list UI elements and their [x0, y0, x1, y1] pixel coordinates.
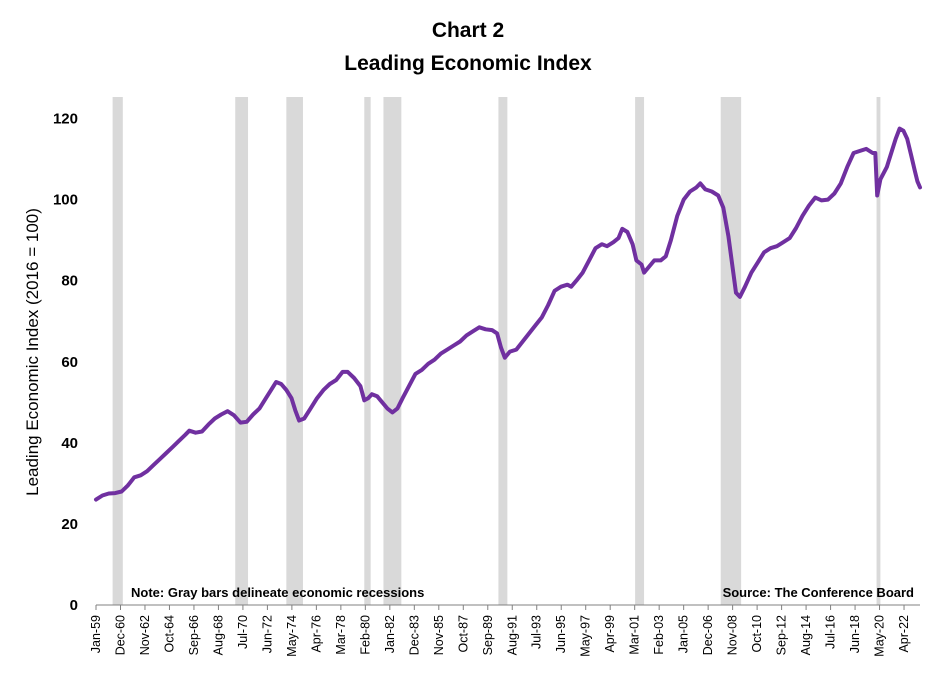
x-tick-label: Nov-85 — [432, 615, 446, 655]
x-tick-label: Oct-10 — [750, 615, 764, 653]
x-tick-label: Dec-60 — [113, 615, 127, 655]
y-tick-label: 20 — [61, 516, 78, 533]
recession-bar-3 — [286, 97, 303, 605]
recession-bar-8 — [720, 97, 742, 605]
x-tick-label: Jul-93 — [530, 615, 544, 649]
recession-bar-1 — [112, 97, 123, 605]
x-tick-label: Apr-22 — [897, 615, 911, 653]
recession-note: Note: Gray bars delineate economic reces… — [131, 585, 424, 600]
x-tick-label: Jun-95 — [554, 615, 568, 653]
x-tick-label: Mar-78 — [334, 615, 348, 655]
recession-bars — [112, 97, 881, 605]
x-tick-label: Jul-16 — [824, 615, 838, 649]
x-tick-label: Mar-01 — [628, 615, 642, 655]
chart-title: Chart 2 — [432, 19, 504, 42]
y-tick-label: 120 — [53, 111, 78, 128]
x-tick-label: Dec-83 — [407, 615, 421, 655]
x-tick-label: Sep-89 — [481, 615, 495, 655]
y-axis-label: Leading Economic Index (2016 = 100) — [23, 208, 42, 496]
x-tick-label: Apr-76 — [309, 615, 323, 653]
x-tick-label: Apr-99 — [603, 615, 617, 653]
x-tick-label: Nov-62 — [138, 615, 152, 655]
x-tick-label: Nov-08 — [726, 615, 740, 655]
x-tick-label: Jan-59 — [89, 615, 103, 653]
recession-bar-5 — [383, 97, 402, 605]
x-tick-label: Sep-12 — [775, 615, 789, 655]
y-tick-label: 80 — [61, 273, 78, 290]
x-tick-label: Jul-70 — [236, 615, 250, 649]
x-tick-label: Sep-66 — [187, 615, 201, 655]
x-tick-label: Oct-87 — [456, 615, 470, 653]
x-tick-label: Aug-14 — [799, 615, 813, 655]
source-note: Source: The Conference Board — [723, 585, 914, 600]
y-axis-ticks: 0 20 40 60 80 100 120 — [53, 111, 78, 615]
x-tick-label: May-97 — [579, 615, 593, 657]
x-tick-label: May-74 — [285, 615, 299, 657]
y-tick-label: 60 — [61, 354, 78, 371]
y-tick-label: 40 — [61, 435, 78, 452]
x-tick-label: Aug-68 — [211, 615, 225, 655]
x-tick-label: Dec-06 — [701, 615, 715, 655]
x-tick-label: Feb-03 — [652, 615, 666, 655]
recession-bar-9 — [876, 97, 881, 605]
lei-series-line — [94, 126, 922, 502]
x-tick-label: Feb-80 — [358, 615, 372, 655]
x-tick-label: Jun-18 — [848, 615, 862, 653]
y-tick-label: 100 — [53, 192, 78, 209]
x-tick-label: Jun-72 — [260, 615, 274, 653]
chart-subtitle: Leading Economic Index — [344, 52, 592, 75]
x-tick-label: Jan-05 — [677, 615, 691, 653]
x-tick-label: May-20 — [873, 615, 887, 657]
x-axis-ticks: Jan-59 Dec-60 Nov-62 Oct-64 Sep-66 Aug-68 Jul-… — [89, 605, 911, 657]
x-tick-label: Aug-91 — [505, 615, 519, 655]
recession-bar-4 — [364, 97, 371, 605]
x-tick-label: Jan-82 — [383, 615, 397, 653]
x-tick-label: Oct-64 — [162, 615, 176, 653]
y-tick-label: 0 — [70, 597, 78, 614]
recession-bar-7 — [635, 97, 645, 605]
recession-bar-2 — [235, 97, 249, 605]
